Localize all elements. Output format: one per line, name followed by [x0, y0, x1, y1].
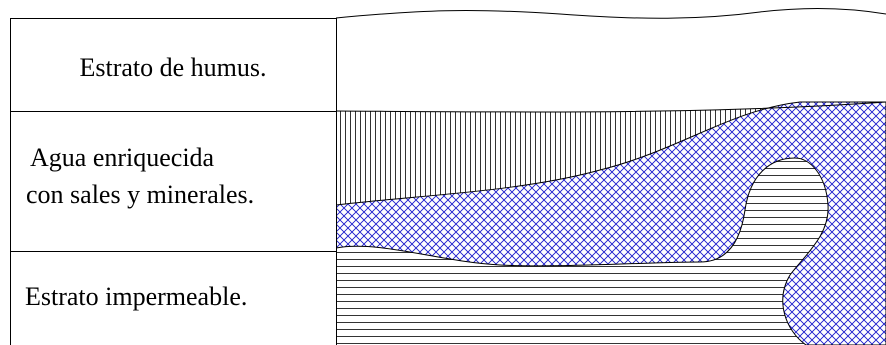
row-label: Estrato de humus. [79, 53, 266, 82]
soil-layers [336, 8, 886, 345]
ground-surface [336, 8, 886, 18]
row-label: con sales y minerales. [26, 180, 254, 209]
row-label: Agua enriquecida [30, 143, 215, 172]
row-label: Estrato impermeable. [25, 282, 247, 311]
soil-diagram: Estrato de humus. Agua enriquecida con s… [0, 0, 886, 345]
